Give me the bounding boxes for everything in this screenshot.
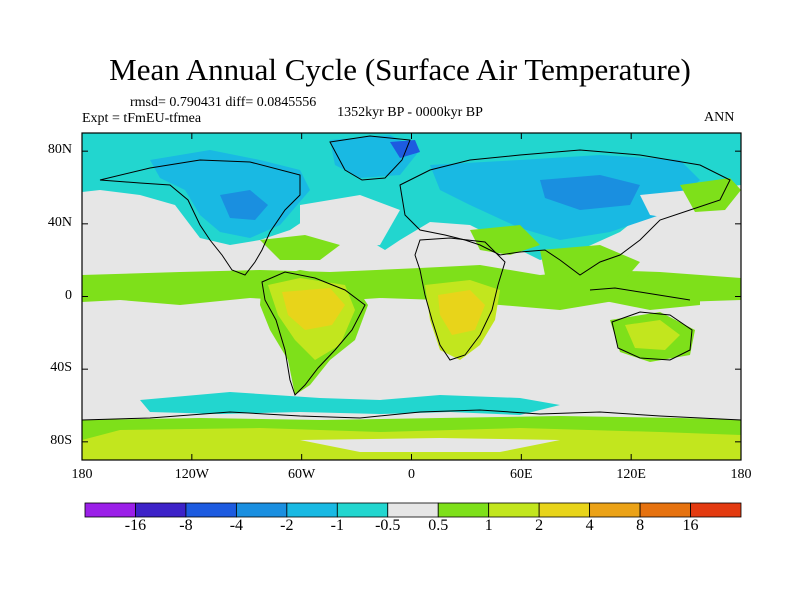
colorbar-label: 0.5 [428, 517, 449, 534]
season-label: ANN [704, 110, 735, 125]
colorbar-box [538, 502, 591, 518]
colorbar-box [185, 502, 237, 518]
contour-atlantic-white [300, 195, 400, 250]
colorbar-label: -1 [330, 517, 344, 534]
colorbar-label: -2 [280, 517, 294, 534]
colorbar-label: 4 [585, 517, 594, 534]
colorbar-box [235, 502, 288, 518]
x-tick-label: 120E [616, 467, 646, 482]
colorbar-boxes [84, 502, 742, 518]
contour-arctic-deep [390, 140, 420, 158]
contour-australia-yellow [625, 320, 680, 350]
colorbar-label: -0.5 [375, 517, 401, 534]
contour-south-america-orange [282, 288, 345, 330]
x-tick-label: 0 [408, 467, 415, 482]
contour-canada-deep [220, 190, 268, 220]
x-tick-label: 60E [510, 467, 533, 482]
contour-siberia-deep [540, 175, 640, 210]
colorbar-box [387, 502, 439, 518]
colorbar-label: 2 [535, 517, 544, 534]
contour-fields [82, 133, 741, 460]
colorbar-box [286, 502, 338, 518]
x-tick-label: 180 [730, 467, 752, 482]
y-tick-label: 0 [65, 287, 72, 303]
contour-natl-green [260, 235, 340, 260]
contour-east-asia-green [470, 225, 540, 255]
y-tick-label: 80N [47, 142, 72, 158]
axis-ticks [81, 133, 742, 460]
chart-title: Mean Annual Cycle (Surface Air Temperatu… [109, 52, 691, 87]
colorbar-label: 1 [484, 517, 493, 534]
contour-antarctic-white [300, 438, 560, 452]
contour-southern-blue [140, 392, 560, 415]
coastline-south-america [261, 271, 366, 396]
colorbar-box [639, 502, 691, 518]
colorbar-box [690, 502, 742, 518]
colorbar-label: 8 [636, 517, 645, 534]
colorbar-box [135, 502, 187, 518]
coastline-indonesia [589, 287, 691, 301]
colorbar-label: -16 [124, 517, 147, 534]
coastline-greenland [329, 135, 411, 181]
coastline-australia [611, 311, 693, 361]
x-tick-label: 60W [288, 467, 316, 482]
y-tick-label: 40N [47, 214, 72, 230]
colorbar-box [84, 502, 136, 518]
colorbar-box [336, 502, 389, 518]
stats-label: rmsd= 0.790431 diff= 0.0845556 [130, 95, 317, 110]
coastline-antarctica [82, 409, 741, 421]
colorbar-box [589, 502, 641, 518]
experiment-label: Expt = tFmEU-tfmea [82, 111, 202, 126]
colorbar-box [488, 502, 540, 518]
contour-africa-orange [438, 290, 485, 335]
contour-kamchatka-green [680, 178, 741, 212]
colorbar-label: -4 [229, 517, 244, 534]
coastline-north-america [99, 159, 301, 276]
period-label: 1352kyr BP - 0000kyr BP [337, 105, 483, 120]
y-tick-label: 40S [50, 360, 72, 376]
coastlines [82, 135, 741, 421]
coastline-africa [414, 237, 506, 361]
colorbar-label: 16 [682, 517, 699, 534]
colorbar-label: -8 [179, 517, 193, 534]
contour-siberia-white [640, 190, 700, 220]
x-tick-label: 180 [71, 467, 93, 482]
y-tick-label: 80S [50, 432, 72, 448]
colorbar-box [437, 502, 490, 518]
x-tick-label: 120W [174, 467, 209, 482]
